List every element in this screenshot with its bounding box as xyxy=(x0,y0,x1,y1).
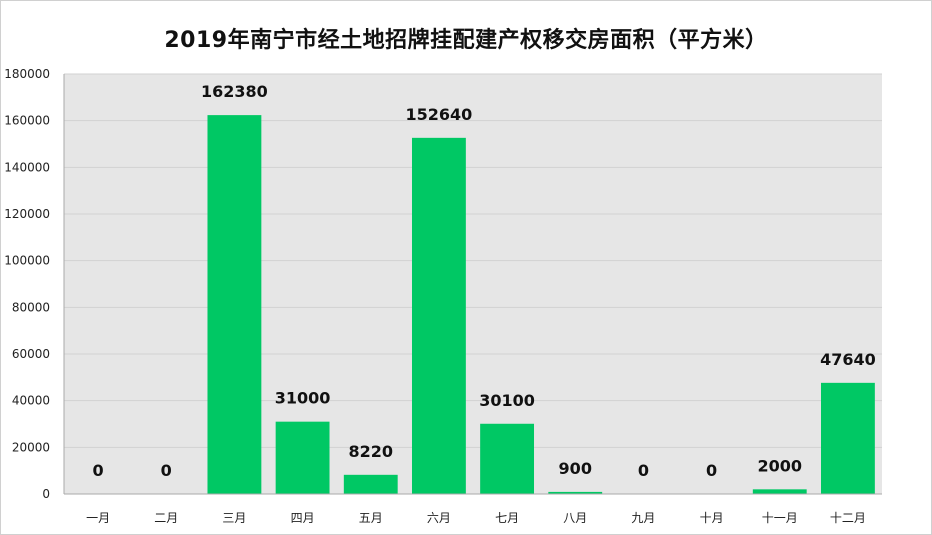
chart-title: 2019年南宁市经土地招牌挂配建产权移交房面积（平方米） xyxy=(164,28,768,53)
data-label: 152640 xyxy=(406,105,473,124)
data-label: 900 xyxy=(559,459,592,478)
data-label: 0 xyxy=(93,461,104,480)
x-tick-label: 十二月 xyxy=(830,511,866,525)
data-label: 8220 xyxy=(348,442,393,461)
x-tick-label: 三月 xyxy=(222,511,246,525)
x-tick-label: 二月 xyxy=(154,511,178,525)
data-label: 162380 xyxy=(201,82,268,101)
bar xyxy=(548,491,603,494)
gridlines xyxy=(64,73,882,448)
y-tick-label: 80000 xyxy=(12,300,50,314)
y-tick-label: 160000 xyxy=(4,114,50,128)
bar xyxy=(752,489,807,494)
x-tick-label: 七月 xyxy=(495,511,519,525)
data-label: 47640 xyxy=(820,350,876,369)
bar xyxy=(820,382,875,494)
data-label: 0 xyxy=(706,461,717,480)
data-label: 0 xyxy=(638,461,649,480)
y-tick-label: 60000 xyxy=(12,347,50,361)
bar xyxy=(207,115,262,494)
x-tick-label: 九月 xyxy=(631,511,655,525)
data-labels: 0 0 162380 31000 8220 152640 30100 900 0 0 2000 476… xyxy=(93,82,876,480)
x-tick-label: 十月 xyxy=(700,511,724,525)
plot-area xyxy=(64,74,882,494)
bar xyxy=(343,474,398,494)
data-label: 30100 xyxy=(479,391,535,410)
x-tick-label: 十一月 xyxy=(762,511,798,525)
y-tick-label: 180000 xyxy=(4,67,50,81)
bar xyxy=(411,137,466,494)
bar xyxy=(275,421,330,494)
data-label: 2000 xyxy=(757,456,802,475)
y-tick-label: 140000 xyxy=(4,160,50,174)
x-tick-label: 一月 xyxy=(86,511,110,525)
x-tick-label: 八月 xyxy=(563,511,587,525)
y-tick-label: 40000 xyxy=(12,394,50,408)
y-tick-label: 120000 xyxy=(4,207,50,221)
x-tick-label: 五月 xyxy=(359,511,383,525)
x-axis-tick-labels: 一月 二月 三月 四月 五月 六月 七月 八月 九月 十月 十一月 十二月 xyxy=(86,511,866,525)
y-tick-label: 100000 xyxy=(4,254,50,268)
bar xyxy=(480,423,535,494)
y-tick-label: 20000 xyxy=(12,440,50,454)
y-tick-label: 0 xyxy=(42,487,50,501)
x-tick-label: 六月 xyxy=(427,511,451,525)
x-tick-label: 四月 xyxy=(291,511,315,525)
data-label: 31000 xyxy=(275,389,331,408)
y-axis-tick-labels: 0 20000 40000 60000 80000 100000 120000 140000 1… xyxy=(4,67,50,501)
bars xyxy=(207,115,875,494)
data-label: 0 xyxy=(161,461,172,480)
